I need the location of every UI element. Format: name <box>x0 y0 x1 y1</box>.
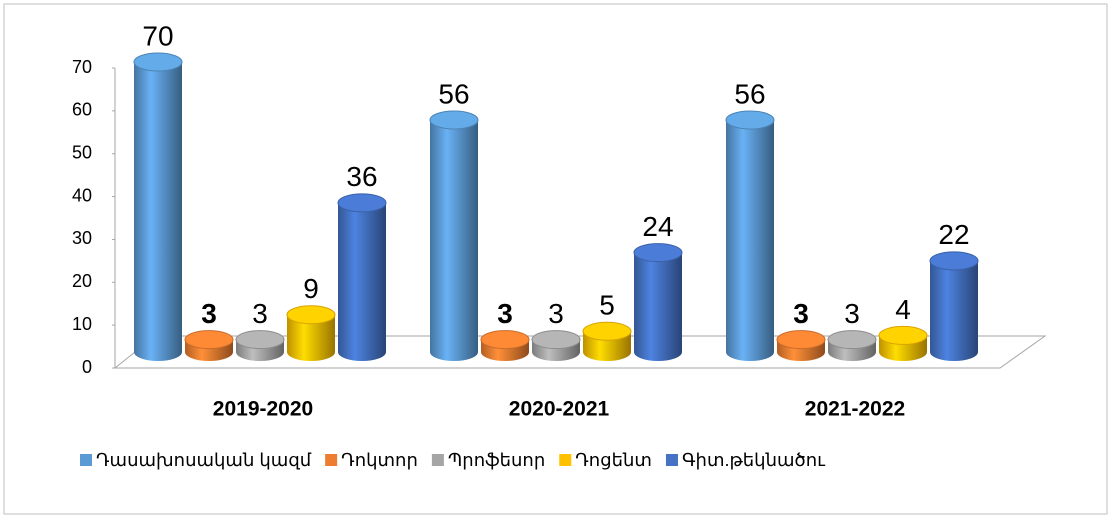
cylinder <box>776 330 826 361</box>
legend-label: Դոցենտ <box>575 450 652 470</box>
cylinder-top <box>480 330 530 350</box>
cylinder <box>725 110 775 361</box>
y-tick-label: 60 <box>72 100 92 120</box>
data-label: 3 <box>497 298 513 329</box>
legend-swatch <box>80 454 92 466</box>
y-tick-label: 10 <box>72 314 92 334</box>
cylinder <box>878 325 928 361</box>
legend-swatch <box>559 454 572 466</box>
y-tick-label: 50 <box>72 142 92 162</box>
cylinder <box>429 110 479 361</box>
legend-label: Դասախոսական կազմ <box>96 450 312 470</box>
data-label: 9 <box>303 273 319 304</box>
data-label: 4 <box>895 294 911 325</box>
cylinder-top <box>429 110 479 130</box>
data-label: 3 <box>201 298 217 329</box>
legend-swatch <box>325 454 338 466</box>
cylinder-body <box>134 62 182 361</box>
data-label: 24 <box>642 211 673 242</box>
cylinder-top <box>531 330 581 350</box>
cylinder <box>480 330 530 361</box>
cylinder-body <box>430 120 478 361</box>
cylinder-top <box>184 330 234 350</box>
data-label: 3 <box>844 298 860 329</box>
cylinder <box>582 321 632 361</box>
data-label: 3 <box>252 298 268 329</box>
legend-swatch <box>665 454 678 466</box>
data-label: 3 <box>548 298 564 329</box>
data-label: 36 <box>346 161 377 192</box>
data-label: 5 <box>599 290 615 321</box>
cylinder-body <box>338 202 386 361</box>
cylinder-top <box>582 321 632 341</box>
cylinder <box>337 193 387 361</box>
y-tick-label: 20 <box>72 271 92 291</box>
cylinder-body <box>726 120 774 361</box>
cylinder <box>531 330 581 361</box>
cylinder-body <box>930 260 978 361</box>
cylinder-top <box>286 305 336 325</box>
x-tick-label: 2020-2021 <box>509 398 610 421</box>
cylinder-top <box>827 330 877 350</box>
cylinder <box>133 52 183 361</box>
legend-label: Գիտ.թեկնածու <box>682 450 826 470</box>
data-label: 3 <box>793 298 809 329</box>
y-tick-label: 40 <box>72 185 92 205</box>
cylinder-top <box>878 325 928 345</box>
cylinder <box>184 330 234 361</box>
cylinder <box>827 330 877 361</box>
x-tick-label: 2019-2020 <box>213 398 313 421</box>
cylinder-top <box>776 330 826 350</box>
x-tick-label: 2021-2022 <box>805 398 905 421</box>
cylinder-top <box>133 52 183 72</box>
chart-border <box>3 3 1108 515</box>
data-label: 56 <box>438 78 469 109</box>
cylinder-top <box>633 243 683 263</box>
cylinder <box>929 251 979 361</box>
cylinder-top <box>929 251 979 271</box>
y-tick-label: 30 <box>72 228 92 248</box>
legend-label: Պրոֆեսոր <box>448 450 545 470</box>
data-label: 70 <box>142 20 173 51</box>
data-label: 56 <box>734 78 765 109</box>
cylinder <box>633 243 683 361</box>
cylinder-top <box>725 110 775 130</box>
y-tick-label: 0 <box>82 357 92 377</box>
cylinder <box>235 330 285 361</box>
cylinder-body <box>634 252 682 361</box>
legend: Դասախոսական կազմ Դոկտոր Պրոֆեսոր Դոցենտ Գիտ.… <box>80 450 826 470</box>
legend-swatch <box>431 454 444 466</box>
y-tick-label: 70 <box>72 57 92 77</box>
cylinder-body <box>287 314 335 361</box>
data-label: 22 <box>938 219 969 250</box>
cylinder-top <box>337 193 387 213</box>
cylinder-top <box>235 330 285 350</box>
legend-label: Դոկտոր <box>341 450 418 470</box>
cylinder <box>286 305 336 361</box>
